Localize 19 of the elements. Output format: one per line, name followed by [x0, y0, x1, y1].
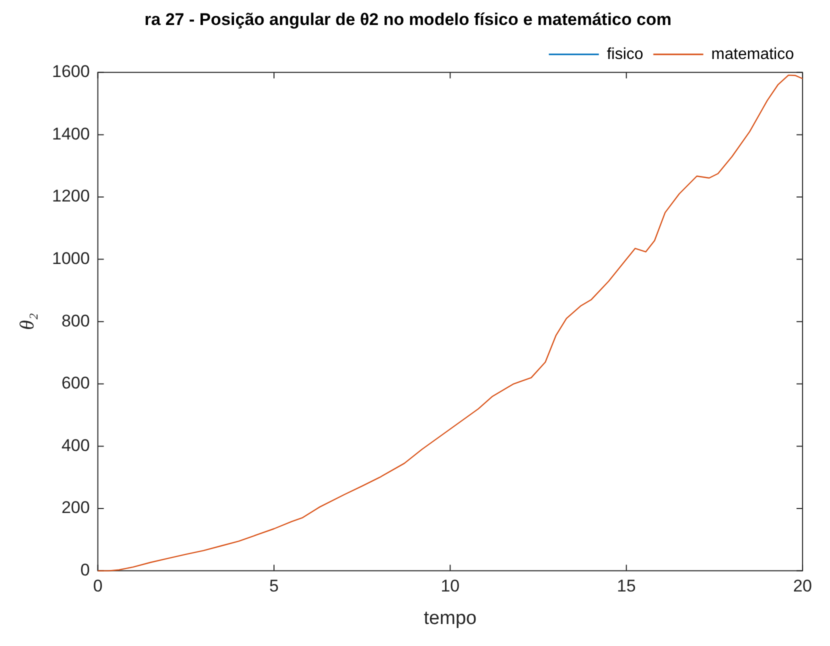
y-tick-label: 400 [61, 436, 90, 455]
x-tick-label: 5 [269, 576, 279, 596]
x-tick-label: 0 [93, 576, 103, 596]
legend-label: matematico [711, 46, 794, 63]
y-tick-label: 1600 [52, 62, 90, 82]
x-tick-label: 20 [793, 576, 812, 596]
chart-title: ra 27 - Posição angular de θ2 no modelo físico e matemático com [144, 10, 672, 29]
y-tick-label: 200 [61, 498, 90, 518]
y-tick-label: 1400 [52, 124, 90, 144]
legend-label: fisico [606, 46, 644, 63]
y-tick-label: 1200 [52, 186, 90, 206]
x-axis-title: tempo [424, 608, 477, 629]
y-tick-label: 600 [61, 374, 90, 393]
x-tick-label: 10 [440, 576, 460, 596]
y-axis-title: θ₂ [16, 313, 38, 330]
y-tick-label: 0 [80, 560, 90, 580]
x-tick-label: 15 [616, 576, 636, 596]
y-tick-label: 1000 [52, 248, 90, 268]
y-tick-label: 800 [61, 311, 90, 330]
